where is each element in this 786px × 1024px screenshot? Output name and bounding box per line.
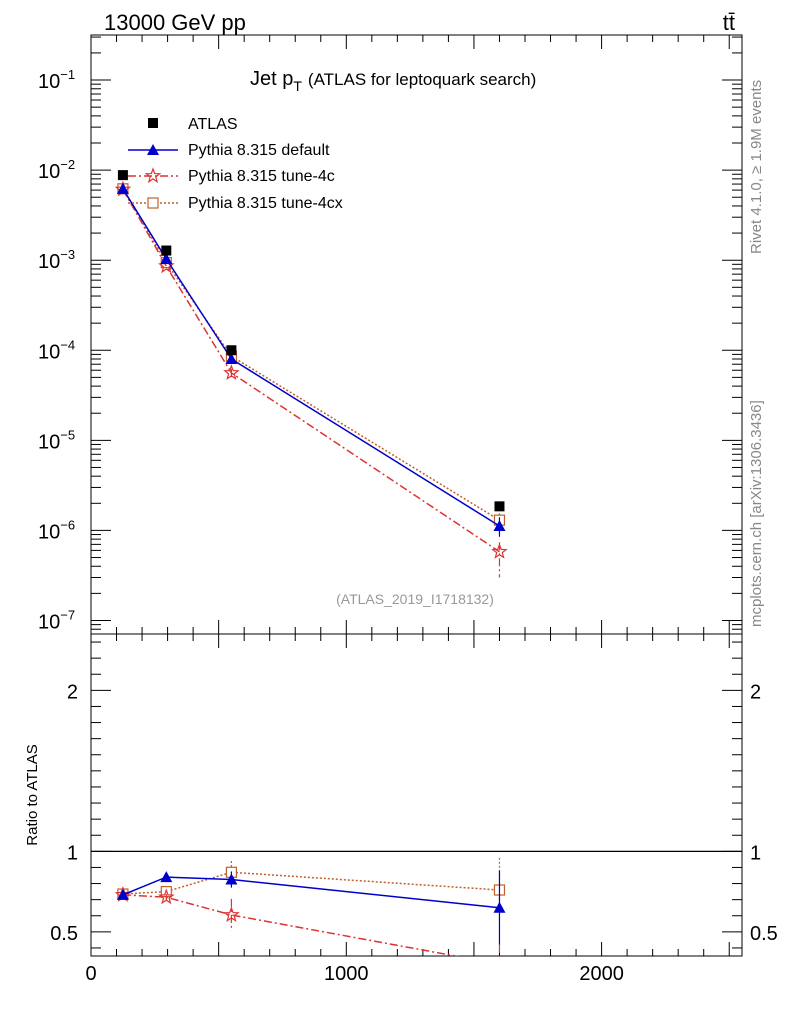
series-line-default [122, 188, 500, 527]
energy-label: 13000 GeV pp [104, 10, 246, 35]
ratio-series [114, 857, 506, 956]
data-point-data [117, 170, 128, 181]
series-line-tune4cx [122, 188, 500, 521]
ratio-series-group [114, 857, 506, 956]
tick-exponent: −2 [60, 157, 75, 172]
ratio-frame [90, 633, 743, 957]
legend-label-tune4cx: Pythia 8.315 tune-4cx [188, 195, 343, 212]
tick-exponent: −4 [60, 337, 75, 352]
ratio-line-default [122, 876, 500, 909]
ratio-point-tune4c [223, 906, 240, 922]
data-point-tune4c [223, 364, 240, 380]
ratio-line-tune4c [122, 894, 460, 956]
tick-exponent: −6 [60, 517, 75, 532]
data-point-data [494, 501, 505, 512]
x-tick-label: 1000 [324, 963, 369, 985]
ratio-y-tick-label-left: 2 [67, 681, 78, 703]
legend-label-atlas: ATLAS [188, 116, 238, 133]
legend-entry-tune4cx: Pythia 8.315 tune-4cx [128, 195, 343, 212]
x-tick-label: 2000 [579, 963, 624, 985]
chart-title: Jet pT (ATLAS for leptoquark search) [250, 68, 536, 94]
data-point-tune4c [491, 543, 508, 559]
ratio-y-tick-label-right: 2 [750, 681, 761, 703]
legend: ATLAS Pythia 8.315 default Pythia 8.315 … [128, 116, 343, 212]
mcplots-label: mcplots.cern.ch [arXiv:1306.3436] [748, 400, 765, 627]
data-point-default [225, 352, 238, 364]
ratio-y-tick-label-right: 1 [750, 842, 761, 864]
ratio-point-default [493, 901, 506, 913]
legend-entry-default: Pythia 8.315 default [128, 142, 330, 159]
title-subscript: T [293, 78, 302, 94]
legend-marker-atlas [148, 118, 158, 128]
data-point-default [493, 519, 506, 531]
ratio-y-tick-label-right: 0.5 [750, 923, 778, 945]
main-y-tick-label: 10−3 [38, 247, 75, 273]
ratio-line-tune4cx [122, 871, 500, 895]
tick-base: 10 [38, 611, 60, 633]
main-y-tick-labels: 10−110−210−310−410−510−610−7 [38, 67, 75, 633]
tick-exponent: −1 [60, 67, 75, 82]
tick-exponent: −7 [60, 607, 75, 622]
ratio-point-tune4c [158, 888, 175, 905]
main-y-tick-label: 10−4 [38, 337, 75, 363]
legend-label-default: Pythia 8.315 default [188, 142, 330, 159]
ratio-point-default [116, 888, 129, 900]
main-series [114, 170, 508, 578]
data-point-data [226, 345, 237, 356]
ratio-y-tick-label-left: 1 [67, 842, 78, 864]
data-point-default [160, 253, 173, 265]
tick-exponent: −5 [60, 427, 75, 442]
main-y-tick-label: 10−5 [38, 427, 75, 453]
ratio-point-default [160, 871, 173, 883]
series-line-tune4c [122, 189, 500, 553]
analysis-watermark: (ATLAS_2019_I1718132) [336, 591, 494, 607]
legend-label-tune4c: Pythia 8.315 tune-4c [188, 168, 335, 185]
ratio-point-default [225, 873, 238, 885]
ratio-y-tick-label-left: 0.5 [50, 923, 78, 945]
legend-entry-tune4c: Pythia 8.315 tune-4c [128, 167, 335, 185]
process-label: tt̄ [723, 10, 735, 35]
legend-entry-atlas: ATLAS [148, 116, 238, 133]
ratio-ticks [90, 634, 742, 956]
rivet-label: Rivet 4.1.0, ≥ 1.9M events [748, 80, 765, 254]
main-y-tick-label: 10−2 [38, 157, 75, 183]
legend-marker-tune4c [144, 167, 162, 184]
tick-base: 10 [38, 251, 60, 273]
main-y-tick-label: 10−7 [38, 607, 75, 633]
title-rest: (ATLAS for leptoquark search) [308, 70, 536, 89]
legend-marker-default [147, 144, 159, 155]
x-tick-label: 0 [85, 963, 96, 985]
tick-base: 10 [38, 521, 60, 543]
tick-base: 10 [38, 431, 60, 453]
tick-exponent: −3 [60, 247, 75, 262]
tick-base: 10 [38, 71, 60, 93]
tick-base: 10 [38, 341, 60, 363]
main-panel: 10−110−210−310−410−510−610−7 Jet pT (ATLA… [38, 34, 743, 635]
main-y-tick-label: 10−1 [38, 67, 75, 93]
main-ticks [90, 35, 742, 634]
ratio-tick-labels: 0.5 0.5 1 1 2 2 0 1000 2000 [50, 681, 778, 985]
data-point-data [161, 245, 172, 256]
tick-base: 10 [38, 161, 60, 183]
legend-marker-tune4cx [147, 197, 159, 209]
title-main: Jet p [250, 68, 293, 90]
main-y-tick-label: 10−6 [38, 517, 75, 543]
data-point-default [116, 182, 129, 194]
ratio-y-axis-label: Ratio to ATLAS [24, 744, 41, 845]
ratio-panel: 0.5 0.5 1 1 2 2 0 1000 2000 Ratio to ATLAS [24, 633, 778, 985]
